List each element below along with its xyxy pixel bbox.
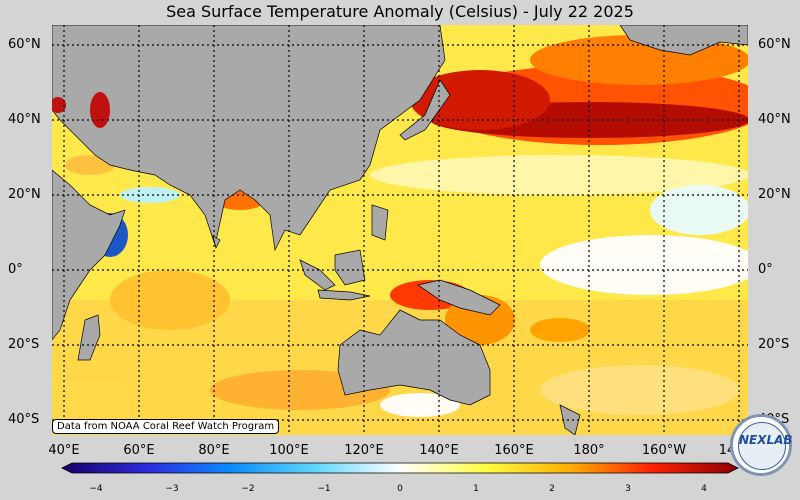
philippines-landmass [371,204,389,241]
lon-label-160w: 160°W [641,443,687,458]
caspian-sea-anomaly [90,92,110,128]
colorbar-tick-1: 1 [473,484,479,494]
lat-label-40s: 40°S [8,412,40,427]
lat-label-60n-right: 60°N [758,37,791,52]
alaska-landmass [619,25,748,56]
data-source-credit: Data from NOAA Coral Reef Watch Program [52,419,280,434]
lat-label-40n-right: 40°N [758,112,791,127]
nexlab-logo[interactable]: NEXLAB [730,414,793,476]
japan-landmass [399,79,451,141]
globe-icon [738,422,786,470]
lat-label-20s: 20°S [8,337,40,352]
colorbar-tick-4: 4 [701,484,707,494]
lat-label-40n: 40°N [8,112,41,127]
java-landmass [317,289,371,301]
lat-label-20n-right: 20°N [758,187,791,202]
land-masses [52,25,748,435]
lat-label-0-right: 0° [758,262,773,277]
lat-label-20n: 20°N [8,187,41,202]
colorbar-tick-neg4: −4 [89,484,103,494]
colorbar-tick-neg3: −3 [165,484,179,494]
borneo-landmass [334,249,366,286]
colorbar-tick-3: 3 [625,484,631,494]
lon-label-100e: 100°E [269,443,309,458]
colorbar-tick-2: 2 [549,484,555,494]
lat-label-0: 0° [8,262,23,277]
lat-label-20s-right: 20°S [758,337,790,352]
colorbar-tick-neg1: −1 [317,484,331,494]
sumatra-landmass [299,259,336,291]
colorbar [61,462,739,474]
new-guinea-landmass [417,279,501,316]
lon-label-140e: 140°E [419,443,459,458]
australia-landmass [337,309,491,406]
lon-label-180: 180° [573,443,605,458]
lon-label-120e: 120°E [344,443,384,458]
lon-label-40e: 40°E [48,443,80,458]
africa-landmass [52,169,126,341]
lon-label-160e: 160°E [494,443,534,458]
madagascar-landmass [77,314,101,361]
subtropical-neutral-band [370,155,748,195]
lon-label-80e: 80°E [198,443,230,458]
map-frame [52,25,748,435]
lon-label-60e: 60°E [123,443,155,458]
colorbar-tick-neg2: −2 [241,484,255,494]
colorbar-tick-0: 0 [397,484,403,494]
lat-label-60n: 60°N [8,37,41,52]
equatorial-neutral-area [540,235,748,295]
logo-text: NEXLAB [739,433,793,447]
map-title: Sea Surface Temperature Anomaly (Celsius… [166,2,634,21]
